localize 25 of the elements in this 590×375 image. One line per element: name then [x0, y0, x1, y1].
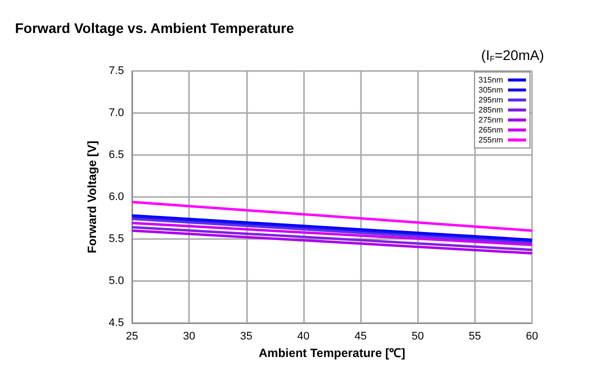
x-tick-label: 55	[468, 330, 481, 342]
x-tick-label: 60	[526, 330, 538, 342]
y-tick-label: 6.0	[108, 191, 124, 203]
chart-title: Forward Voltage vs. Ambient Temperature	[15, 20, 294, 36]
legend-label: 285nm	[478, 106, 504, 114]
legend-label: 315nm	[478, 76, 504, 84]
legend-label: 255nm	[478, 136, 504, 144]
legend-label: 265nm	[478, 126, 504, 134]
x-tick-label: 35	[240, 330, 252, 342]
y-tick-label: 7.0	[108, 107, 124, 119]
x-tick-label: 40	[297, 330, 310, 342]
x-tick-label: 50	[412, 330, 424, 342]
x-tick-label: 45	[354, 330, 367, 342]
x-tick-label: 30	[183, 330, 196, 342]
x-tick-label: 25	[126, 330, 138, 342]
y-tick-label: 5.5	[108, 233, 124, 245]
x-axis-title: Ambient Temperature [℃]	[258, 346, 406, 360]
legend-label: 295nm	[478, 96, 504, 104]
y-tick-label: 6.5	[108, 149, 124, 161]
legend-label: 305nm	[478, 86, 504, 94]
legend-label: 275nm	[478, 116, 504, 124]
y-tick-label: 5.0	[108, 275, 124, 287]
y-tick-label: 7.5	[108, 65, 124, 77]
y-axis-title: Forward Voltage [V]	[84, 140, 99, 254]
y-tick-label: 4.5	[108, 317, 124, 329]
